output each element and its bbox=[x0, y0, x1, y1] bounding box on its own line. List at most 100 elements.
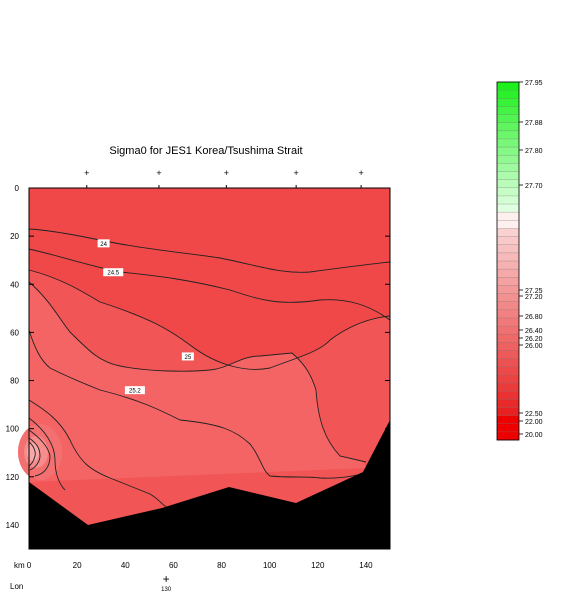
colorbar-swatch-18 bbox=[497, 220, 519, 229]
contour-label-4: 25.2 bbox=[129, 389, 141, 395]
colorbar-swatch-44 bbox=[497, 431, 519, 441]
station-marker-3: + bbox=[224, 168, 229, 178]
contour-line-2 bbox=[28, 248, 391, 321]
colorbar-swatch-22 bbox=[497, 252, 519, 262]
x-axis: km 0 20 40 60 80 100 120 140 bbox=[14, 544, 373, 570]
colorbar-frame bbox=[496, 81, 520, 441]
contour-label-2: 24.5 bbox=[107, 271, 119, 277]
colorbar-swatch-36 bbox=[497, 366, 519, 376]
colorbar-swatch-43 bbox=[497, 423, 519, 433]
colorbar-label-3: 27.80 bbox=[525, 148, 543, 155]
colorbar-swatch-3 bbox=[497, 98, 519, 107]
colorbar-label-6: 27.20 bbox=[525, 294, 543, 301]
lon-axis: Lon 130 + bbox=[10, 572, 172, 593]
colorbar-label-13: 20.00 bbox=[525, 432, 543, 439]
colorbar-swatch-17 bbox=[497, 212, 519, 221]
colorbar-label-7: 26.80 bbox=[525, 314, 543, 321]
y-tick-label-6: 120 bbox=[6, 473, 20, 482]
station-marker-1: + bbox=[84, 168, 89, 178]
colorbar-swatch-10 bbox=[497, 155, 519, 164]
colorbar-swatch-23 bbox=[497, 261, 519, 270]
colorbar-swatch-28 bbox=[497, 301, 519, 311]
colorbar-swatch-9 bbox=[497, 147, 519, 156]
contour-line-8 bbox=[28, 429, 51, 477]
y-tick-label-7: 140 bbox=[6, 521, 20, 530]
colorbar-swatch-35 bbox=[497, 358, 519, 368]
colorbar-swatch-6 bbox=[497, 122, 519, 132]
plot-frame bbox=[28, 187, 391, 550]
colorbar-swatch-16 bbox=[497, 204, 519, 213]
x-axis-unit-label: km bbox=[14, 561, 25, 570]
colorbar-swatch-40 bbox=[497, 399, 519, 408]
colorbar-swatch-11 bbox=[497, 163, 519, 172]
lon-tick-label: 130 bbox=[161, 587, 172, 593]
contour-label-bg-2 bbox=[103, 268, 124, 277]
station-marker-5: + bbox=[358, 168, 363, 178]
contour-label-1: 24 bbox=[100, 242, 107, 248]
station-marker-4: + bbox=[294, 168, 299, 178]
fill-band-core-inner bbox=[27, 443, 39, 461]
colorbar-swatch-30 bbox=[497, 317, 519, 327]
colorbar-swatch-4 bbox=[497, 106, 519, 115]
colorbar-swatch-27 bbox=[497, 293, 519, 302]
x-tick-label-3: 60 bbox=[169, 561, 178, 570]
colorbar-label-11: 22.50 bbox=[525, 411, 543, 418]
contour-line-4 bbox=[28, 281, 367, 463]
x-tick-label-7: 140 bbox=[359, 561, 373, 570]
colorbar-swatch-7 bbox=[497, 130, 519, 140]
colorbar-swatch-24 bbox=[497, 269, 519, 278]
colorbar-label-10: 26.00 bbox=[525, 343, 543, 350]
colorbar-swatch-12 bbox=[497, 171, 519, 180]
colorbar-swatch-29 bbox=[497, 309, 519, 319]
x-tick-label-0: 0 bbox=[27, 561, 32, 570]
colorbar-swatch-2 bbox=[497, 90, 519, 99]
colorbar-swatch-34 bbox=[497, 350, 519, 359]
contour-label-bg-3 bbox=[181, 352, 194, 361]
chart-title: Sigma0 for JES1 Korea/Tsushima Strait bbox=[109, 145, 302, 157]
colorbar-label-2: 27.88 bbox=[525, 120, 543, 127]
colorbar-swatch-25 bbox=[497, 277, 519, 286]
contour-line-10 bbox=[28, 441, 36, 467]
contour-line-9 bbox=[28, 437, 41, 471]
colorbar-label-8: 26.40 bbox=[525, 328, 543, 335]
x-tick-label-1: 20 bbox=[73, 561, 82, 570]
contour-line-1 bbox=[28, 228, 391, 273]
colorbar-swatch-33 bbox=[497, 342, 519, 351]
colorbar-swatch-20 bbox=[497, 236, 519, 246]
y-tick-label-5: 100 bbox=[6, 425, 20, 434]
colorbar-swatch-39 bbox=[497, 391, 519, 400]
y-axis: 0 20 40 60 80 100 120 140 bbox=[6, 184, 390, 530]
y-tick-label-1: 20 bbox=[10, 232, 19, 241]
colorbar-swatch-32 bbox=[497, 334, 519, 343]
lon-axis-label: Lon bbox=[10, 582, 23, 591]
colorbar-swatch-14 bbox=[497, 187, 519, 197]
colorbar-swatch-41 bbox=[497, 407, 519, 416]
lon-tick-marker: + bbox=[163, 572, 170, 586]
contour-label-bg-1 bbox=[97, 239, 110, 248]
y-tick-label-3: 60 bbox=[10, 328, 19, 337]
contour-line-5 bbox=[28, 329, 363, 479]
contour-label-bg-4 bbox=[124, 386, 145, 395]
colorbar-label-4: 27.70 bbox=[525, 183, 543, 190]
colorbar-swatch-26 bbox=[497, 285, 519, 294]
colorbar-label-9: 26.20 bbox=[525, 336, 543, 343]
station-marker-2: + bbox=[156, 168, 161, 178]
y-tick-label-2: 40 bbox=[10, 280, 19, 289]
x-tick-label-6: 120 bbox=[311, 561, 325, 570]
x-tick-label-2: 40 bbox=[121, 561, 130, 570]
contour-line-7 bbox=[28, 417, 66, 491]
colorbar-swatch-13 bbox=[497, 179, 519, 189]
colorbar-swatch-19 bbox=[497, 228, 519, 237]
x-tick-label-5: 100 bbox=[263, 561, 277, 570]
colorbar-label-5: 27.25 bbox=[525, 288, 543, 295]
colorbar-swatch-37 bbox=[497, 374, 519, 384]
y-tick-label-0: 0 bbox=[15, 184, 20, 193]
colorbar-label-1: 27.95 bbox=[525, 80, 543, 87]
colorbar-label-12: 22.00 bbox=[525, 419, 543, 426]
colorbar-swatch-21 bbox=[497, 244, 519, 254]
x-tick-label-4: 80 bbox=[217, 561, 226, 570]
y-tick-label-4: 80 bbox=[10, 377, 19, 386]
fill-band-light bbox=[29, 282, 366, 482]
contour-line-6 bbox=[28, 399, 169, 509]
